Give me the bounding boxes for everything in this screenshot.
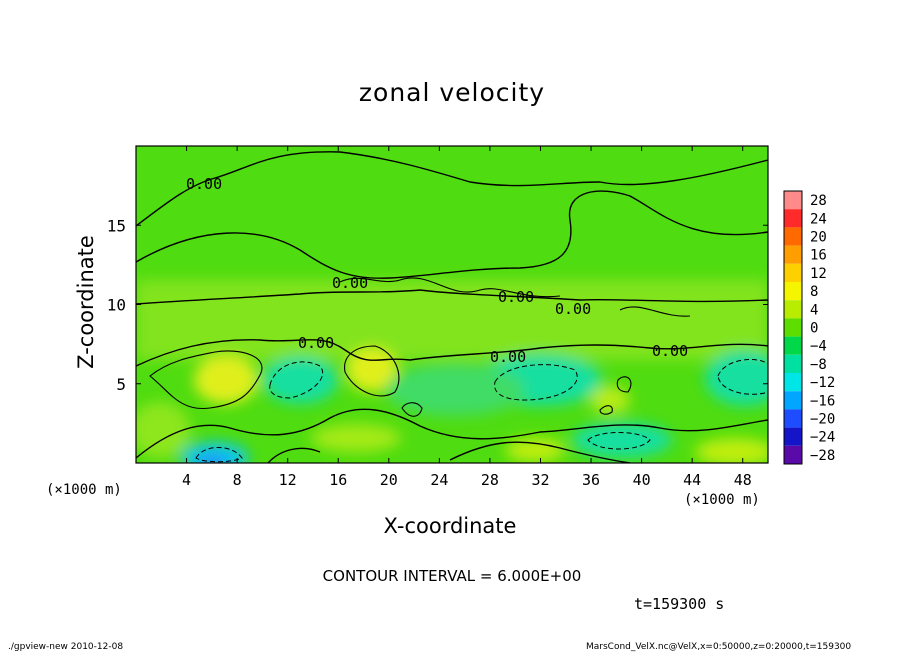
contour-interval-note: CONTOUR INTERVAL = 6.000E+00 (322, 567, 582, 585)
contour-labels: 0.00 0.00 0.00 0.00 0.00 0.00 0.00 (186, 175, 688, 366)
x-axis-label: X-coordinate (383, 514, 517, 538)
x-tick-label: 4 (182, 471, 191, 489)
colorbar-label: 28 (810, 193, 827, 209)
x-unit-label-left: (×1000 m) (46, 482, 122, 498)
y-tick-label: 10 (107, 296, 126, 315)
contour-label: 0.00 (498, 288, 534, 306)
colorbar-swatch (784, 409, 802, 428)
colorbar-label: 16 (810, 248, 827, 264)
y-axis-ticks: 5 10 15 (107, 216, 768, 394)
colorbar-swatch (784, 282, 802, 301)
colorbar-label: −28 (810, 448, 835, 464)
colorbar-swatch (784, 245, 802, 264)
x-tick-label: 48 (734, 471, 752, 489)
x-tick-label: 44 (683, 471, 701, 489)
time-label: t=159300 s (634, 595, 725, 613)
colorbar-swatch (784, 354, 802, 373)
contour-dashed (195, 359, 768, 463)
colorbar-swatch (784, 391, 802, 410)
colorbar-label: −8 (810, 357, 827, 373)
colorbar-label: 12 (810, 266, 827, 282)
x-tick-label: 36 (582, 471, 600, 489)
x-tick-label: 28 (481, 471, 499, 489)
colorbar-label: −12 (810, 375, 835, 391)
footer-left: ./gpview-new 2010-12-08 (8, 642, 124, 652)
x-tick-label: 16 (329, 471, 347, 489)
x-tick-label: 12 (279, 471, 297, 489)
colorbar-label: −20 (810, 412, 835, 428)
colorbar-swatch (784, 427, 802, 446)
colorbar: 28 24 20 16 12 8 4 0 −4 −8 −12 −16 −20 −24 −28 (783, 190, 835, 465)
colorbar-label: −24 (810, 430, 835, 446)
colorbar-label: 20 (810, 230, 827, 246)
colorbar-label: 24 (810, 211, 827, 227)
x-tick-label: 8 (233, 471, 242, 489)
colorbar-swatch (784, 191, 802, 210)
colorbar-swatch (784, 318, 802, 337)
x-axis-ticks: 4 8 12 16 20 24 28 32 36 40 44 48 (182, 146, 752, 489)
colorbar-swatch (784, 445, 802, 464)
chart-title: zonal velocity (358, 78, 546, 107)
colorbar-swatch (784, 227, 802, 246)
x-unit-label-right: (×1000 m) (684, 492, 760, 508)
contour-label: 0.00 (332, 274, 368, 292)
colorbar-swatch (784, 263, 802, 282)
colorbar-swatch (784, 373, 802, 392)
colorbar-label: −16 (810, 393, 835, 409)
contour-label: 0.00 (186, 175, 222, 193)
x-tick-label: 40 (633, 471, 651, 489)
y-tick-label: 15 (107, 216, 126, 235)
y-tick-label: 5 (116, 375, 126, 394)
contour-label: 0.00 (555, 300, 591, 318)
colorbar-swatch (784, 300, 802, 319)
colorbar-label: −4 (810, 339, 827, 355)
colorbar-label: 8 (810, 284, 818, 300)
x-tick-label: 24 (430, 471, 448, 489)
colorbar-label: 4 (810, 302, 818, 318)
colorbar-swatch (784, 336, 802, 355)
colorbar-label: 0 (810, 321, 818, 337)
contour-label: 0.00 (652, 342, 688, 360)
contour-lines (136, 151, 768, 463)
footer-right: MarsCond_VelX.nc@VelX,x=0:50000,z=0:2000… (586, 642, 852, 652)
contour-label: 0.00 (298, 334, 334, 352)
heatmap-field (136, 146, 768, 463)
x-tick-label: 32 (531, 471, 549, 489)
x-tick-label: 20 (380, 471, 398, 489)
contour-label: 0.00 (490, 348, 526, 366)
colorbar-swatch (784, 209, 802, 228)
colorbar-frame (783, 190, 803, 465)
